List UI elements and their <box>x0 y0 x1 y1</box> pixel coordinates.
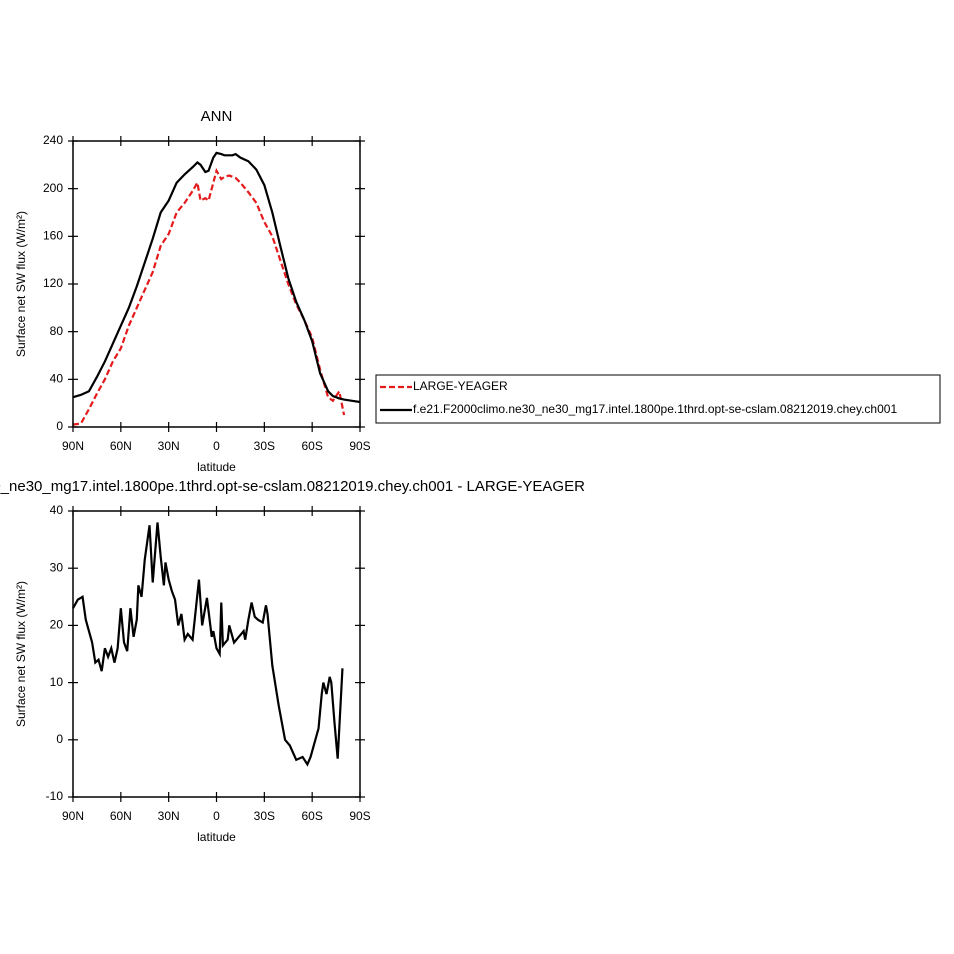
y-axis-label: Surface net SW flux (W/m²) <box>14 211 28 357</box>
x-axis-label: latitude <box>197 460 236 474</box>
x-tick-label: 90S <box>349 809 370 823</box>
x-tick-label: 90N <box>62 439 84 453</box>
y-tick-label: 40 <box>50 372 64 386</box>
chart-title: f.e21.F2000climo.ne30_ne30_mg17.intel.18… <box>0 478 585 495</box>
x-tick-label: 30S <box>254 439 275 453</box>
legend-box <box>375 374 941 424</box>
y-tick-label: 0 <box>56 419 63 433</box>
y-tick-label: 40 <box>50 503 64 517</box>
y-tick-label: 20 <box>50 618 64 632</box>
x-tick-label: 90S <box>349 439 370 453</box>
y-tick-label: 160 <box>43 229 63 243</box>
x-axis-label: latitude <box>197 830 236 844</box>
chart-title: ANN <box>201 108 233 125</box>
plot-frame <box>72 140 361 428</box>
x-tick-label: 30N <box>158 809 180 823</box>
y-tick-label: 10 <box>50 675 64 689</box>
data-line <box>72 151 361 404</box>
y-tick-label: 0 <box>56 732 63 746</box>
legend-label: f.e21.F2000climo.ne30_ne30_mg17.intel.18… <box>413 402 897 416</box>
y-tick-label: 80 <box>50 324 64 338</box>
x-tick-label: 60N <box>110 439 132 453</box>
legend-label: LARGE-YEAGER <box>413 379 508 393</box>
x-tick-label: 90N <box>62 809 84 823</box>
y-tick-label: 30 <box>50 560 64 574</box>
plot-frame <box>72 510 361 798</box>
y-tick-label: 120 <box>43 276 63 290</box>
y-tick-label: -10 <box>46 789 64 803</box>
y-tick-label: 200 <box>43 181 63 195</box>
x-tick-label: 30N <box>158 439 180 453</box>
x-tick-label: 30S <box>254 809 275 823</box>
x-tick-label: 0 <box>213 809 220 823</box>
data-line <box>72 522 344 767</box>
y-axis-label: Surface net SW flux (W/m²) <box>14 581 28 727</box>
y-tick-label: 240 <box>43 133 63 147</box>
x-tick-label: 60S <box>301 809 322 823</box>
x-tick-label: 60S <box>301 439 322 453</box>
x-tick-label: 60N <box>110 809 132 823</box>
data-line <box>72 167 346 426</box>
x-tick-label: 0 <box>213 439 220 453</box>
